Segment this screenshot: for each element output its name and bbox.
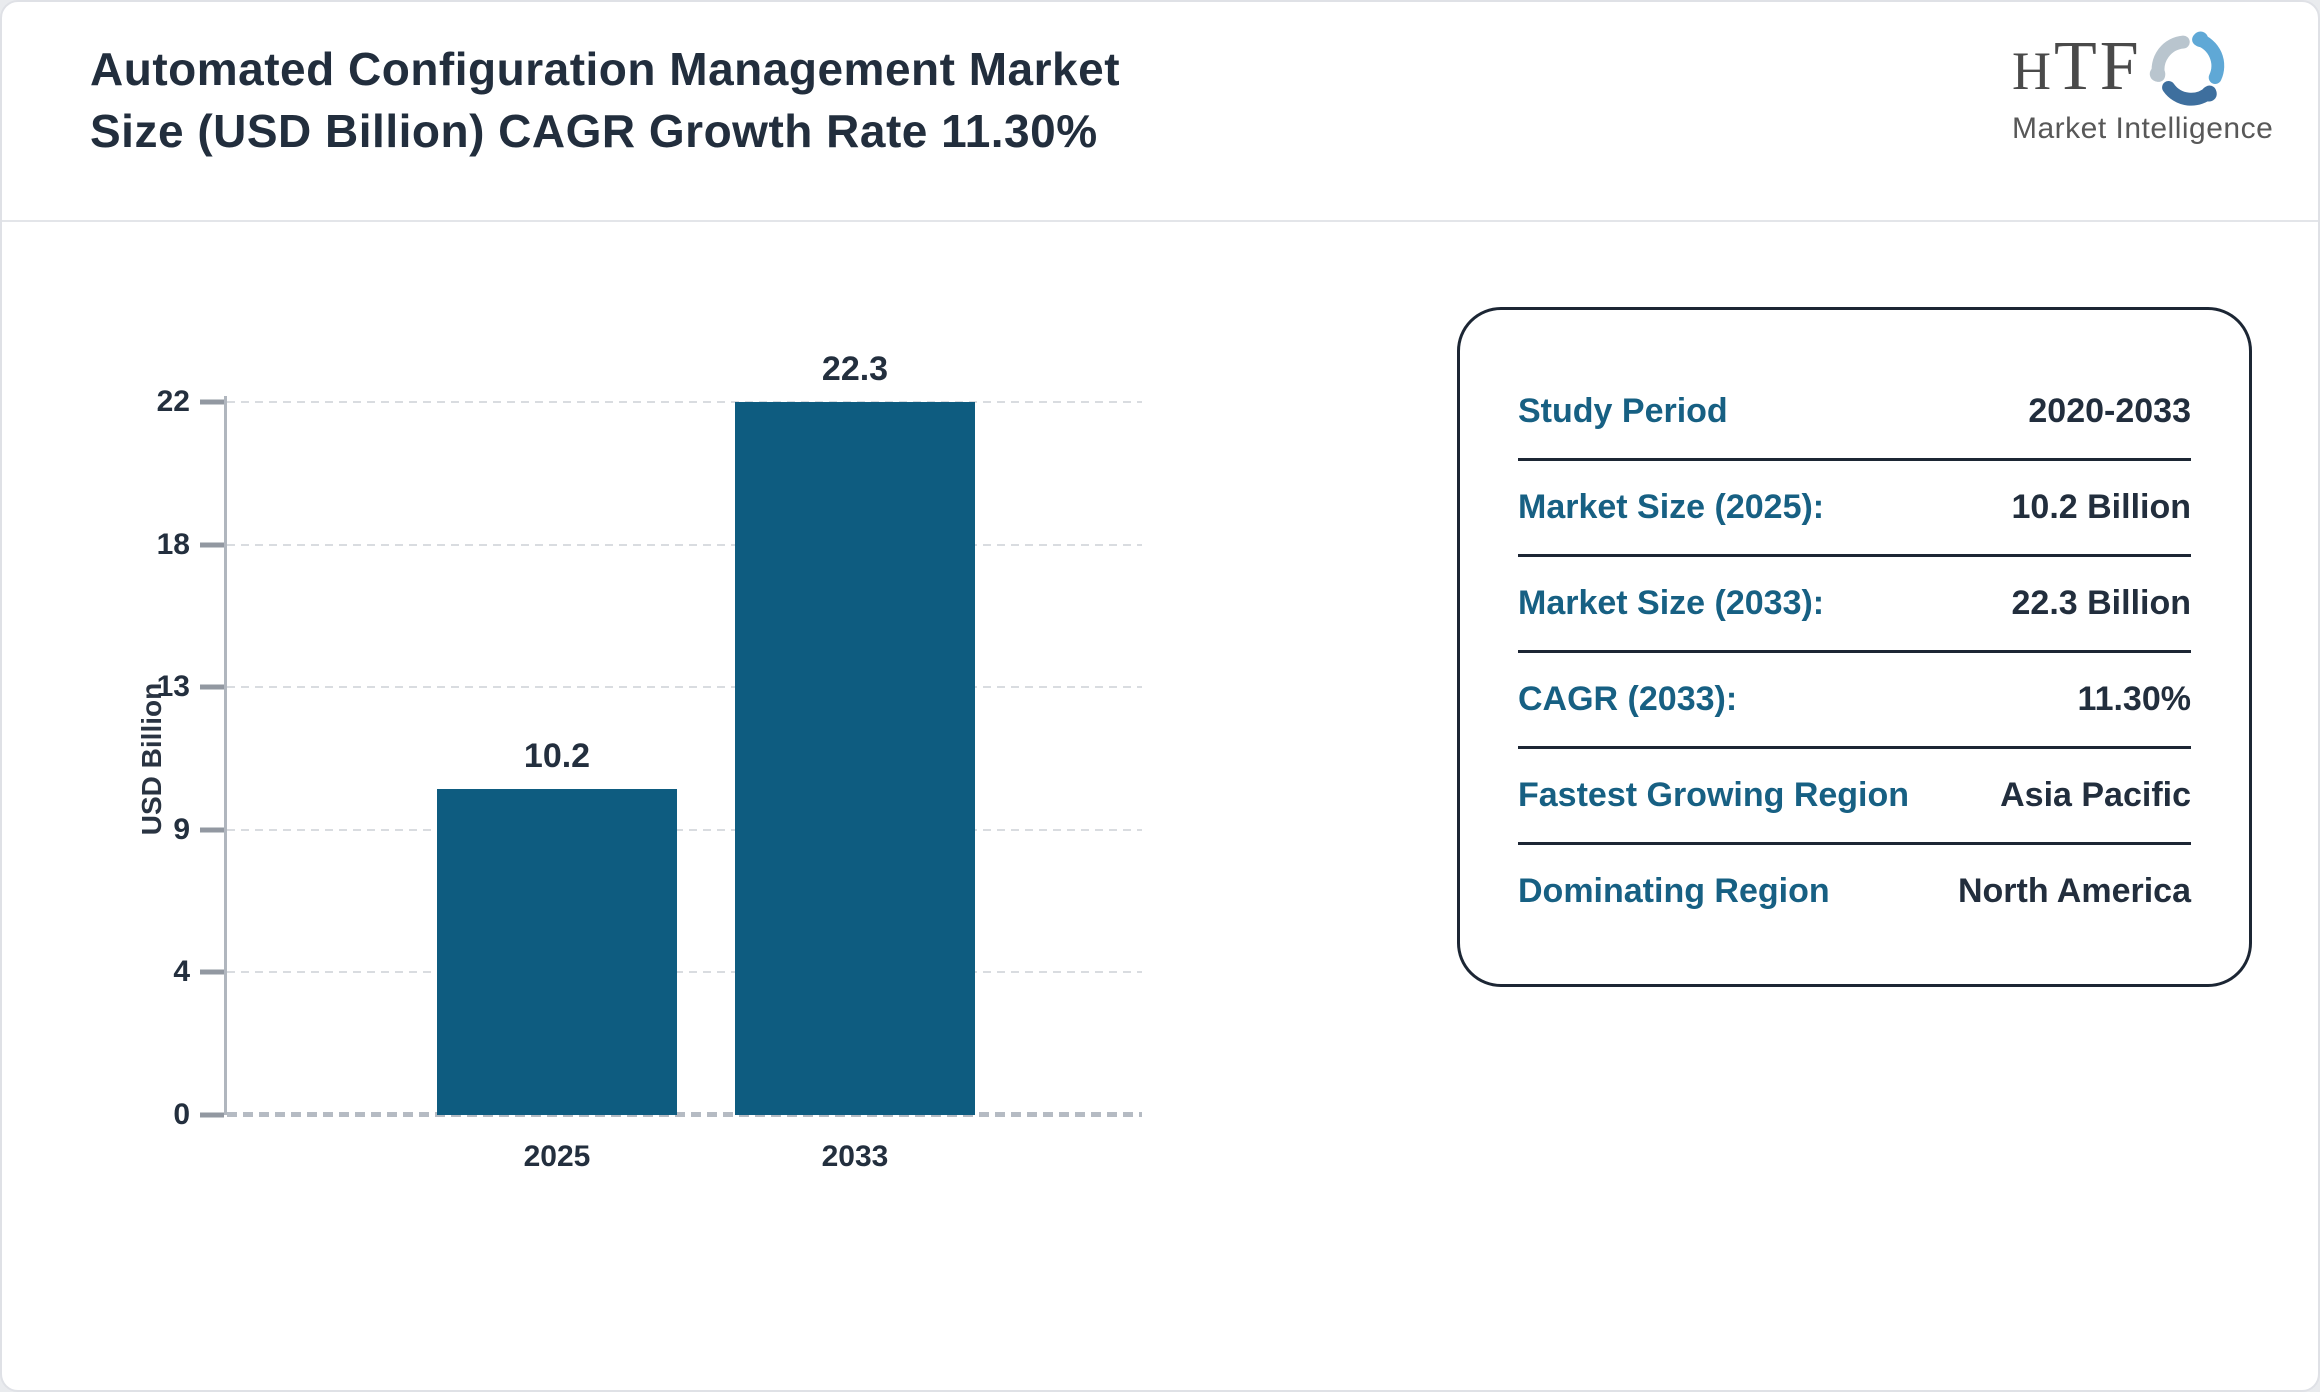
panel-row: Dominating Region North America <box>1518 845 2191 938</box>
logo-swirl-icon <box>2149 31 2224 106</box>
row-divider <box>1518 458 2191 461</box>
page-title-line2: Size (USD Billion) CAGR Growth Rate 11.3… <box>90 105 1098 157</box>
panel-row-value: North America <box>1957 872 2191 910</box>
y-tick-label: 13 <box>156 670 190 703</box>
row-divider <box>1518 842 2191 845</box>
y-tick-label: 18 <box>156 528 190 561</box>
y-tick-label: 4 <box>173 955 190 988</box>
y-tick-label: 0 <box>173 1098 190 1131</box>
row-divider <box>1518 554 2191 557</box>
panel-row: Market Size (2033): 22.3 Billion <box>1518 557 2191 650</box>
panel-row-label: Market Size (2033): <box>1518 584 1825 622</box>
panel-row: Market Size (2025): 10.2 Billion <box>1518 461 2191 554</box>
row-divider <box>1518 746 2191 749</box>
bar-2033 <box>735 402 975 1115</box>
logo-subtitle: Market Intelligence <box>2012 112 2274 145</box>
info-panel: Study Period 2020-2033 Market Size (2025… <box>1457 307 2252 987</box>
panel-row-value: 11.30% <box>2077 680 2191 718</box>
y-tick <box>200 969 224 975</box>
panel-row-value: 22.3 Billion <box>2011 584 2192 622</box>
y-axis-title: USD Billion <box>136 682 167 835</box>
header-divider <box>2 220 2318 222</box>
panel-row: Study Period 2020-2033 <box>1518 365 2191 458</box>
y-tick-label: 9 <box>173 813 190 846</box>
gridline <box>227 829 1142 831</box>
bar-2025 <box>437 789 677 1115</box>
panel-row-value: 10.2 Billion <box>2011 488 2192 526</box>
x-tick-label-2025: 2025 <box>523 1140 591 1173</box>
y-tick <box>200 684 224 690</box>
htf-logo-top: HTF <box>2012 32 2292 112</box>
x-tick-label-2033: 2033 <box>821 1140 889 1173</box>
y-tick <box>200 827 224 833</box>
page-title-line1: Automated Configuration Management Marke… <box>90 43 1121 95</box>
bar-value-label-2025: 10.2 <box>523 737 591 775</box>
panel-row: CAGR (2033): 11.30% <box>1518 653 2191 746</box>
y-tick <box>200 399 224 405</box>
bar-value-label-2033: 22.3 <box>821 350 889 388</box>
x-axis-baseline <box>227 1112 1142 1117</box>
plot-area: USD Billion 0 4 9 13 18 22 10.2 22.3 202… <box>136 350 1142 1173</box>
gridline <box>227 971 1142 973</box>
panel-row-value: 2020-2033 <box>2028 392 2191 430</box>
page-title: Automated Configuration Management Marke… <box>90 38 1430 162</box>
htf-letters-tf: TF <box>2054 28 2142 105</box>
panel-row: Fastest Growing Region Asia Pacific <box>1518 749 2191 842</box>
y-tick <box>200 542 224 548</box>
y-tick <box>200 1112 224 1118</box>
panel-row-label: Market Size (2025): <box>1518 488 1825 526</box>
row-divider <box>1518 650 2191 653</box>
panel-row-label: CAGR (2033): <box>1518 680 1738 718</box>
y-tick-label: 22 <box>156 385 190 418</box>
panel-row-value: Asia Pacific <box>2000 776 2191 814</box>
htf-logo: HTF Market Inte <box>2012 32 2292 146</box>
panel-row-label: Study Period <box>1518 392 1728 430</box>
panel-row-label: Fastest Growing Region <box>1518 776 1910 814</box>
gridline <box>227 401 1142 403</box>
y-axis-line <box>224 396 227 1115</box>
gridline <box>227 686 1142 688</box>
htf-letter-h: H <box>2012 41 2054 101</box>
panel-row-label: Dominating Region <box>1518 872 1830 910</box>
htf-wordmark: HTF <box>2012 32 2142 102</box>
gridline <box>227 544 1142 546</box>
